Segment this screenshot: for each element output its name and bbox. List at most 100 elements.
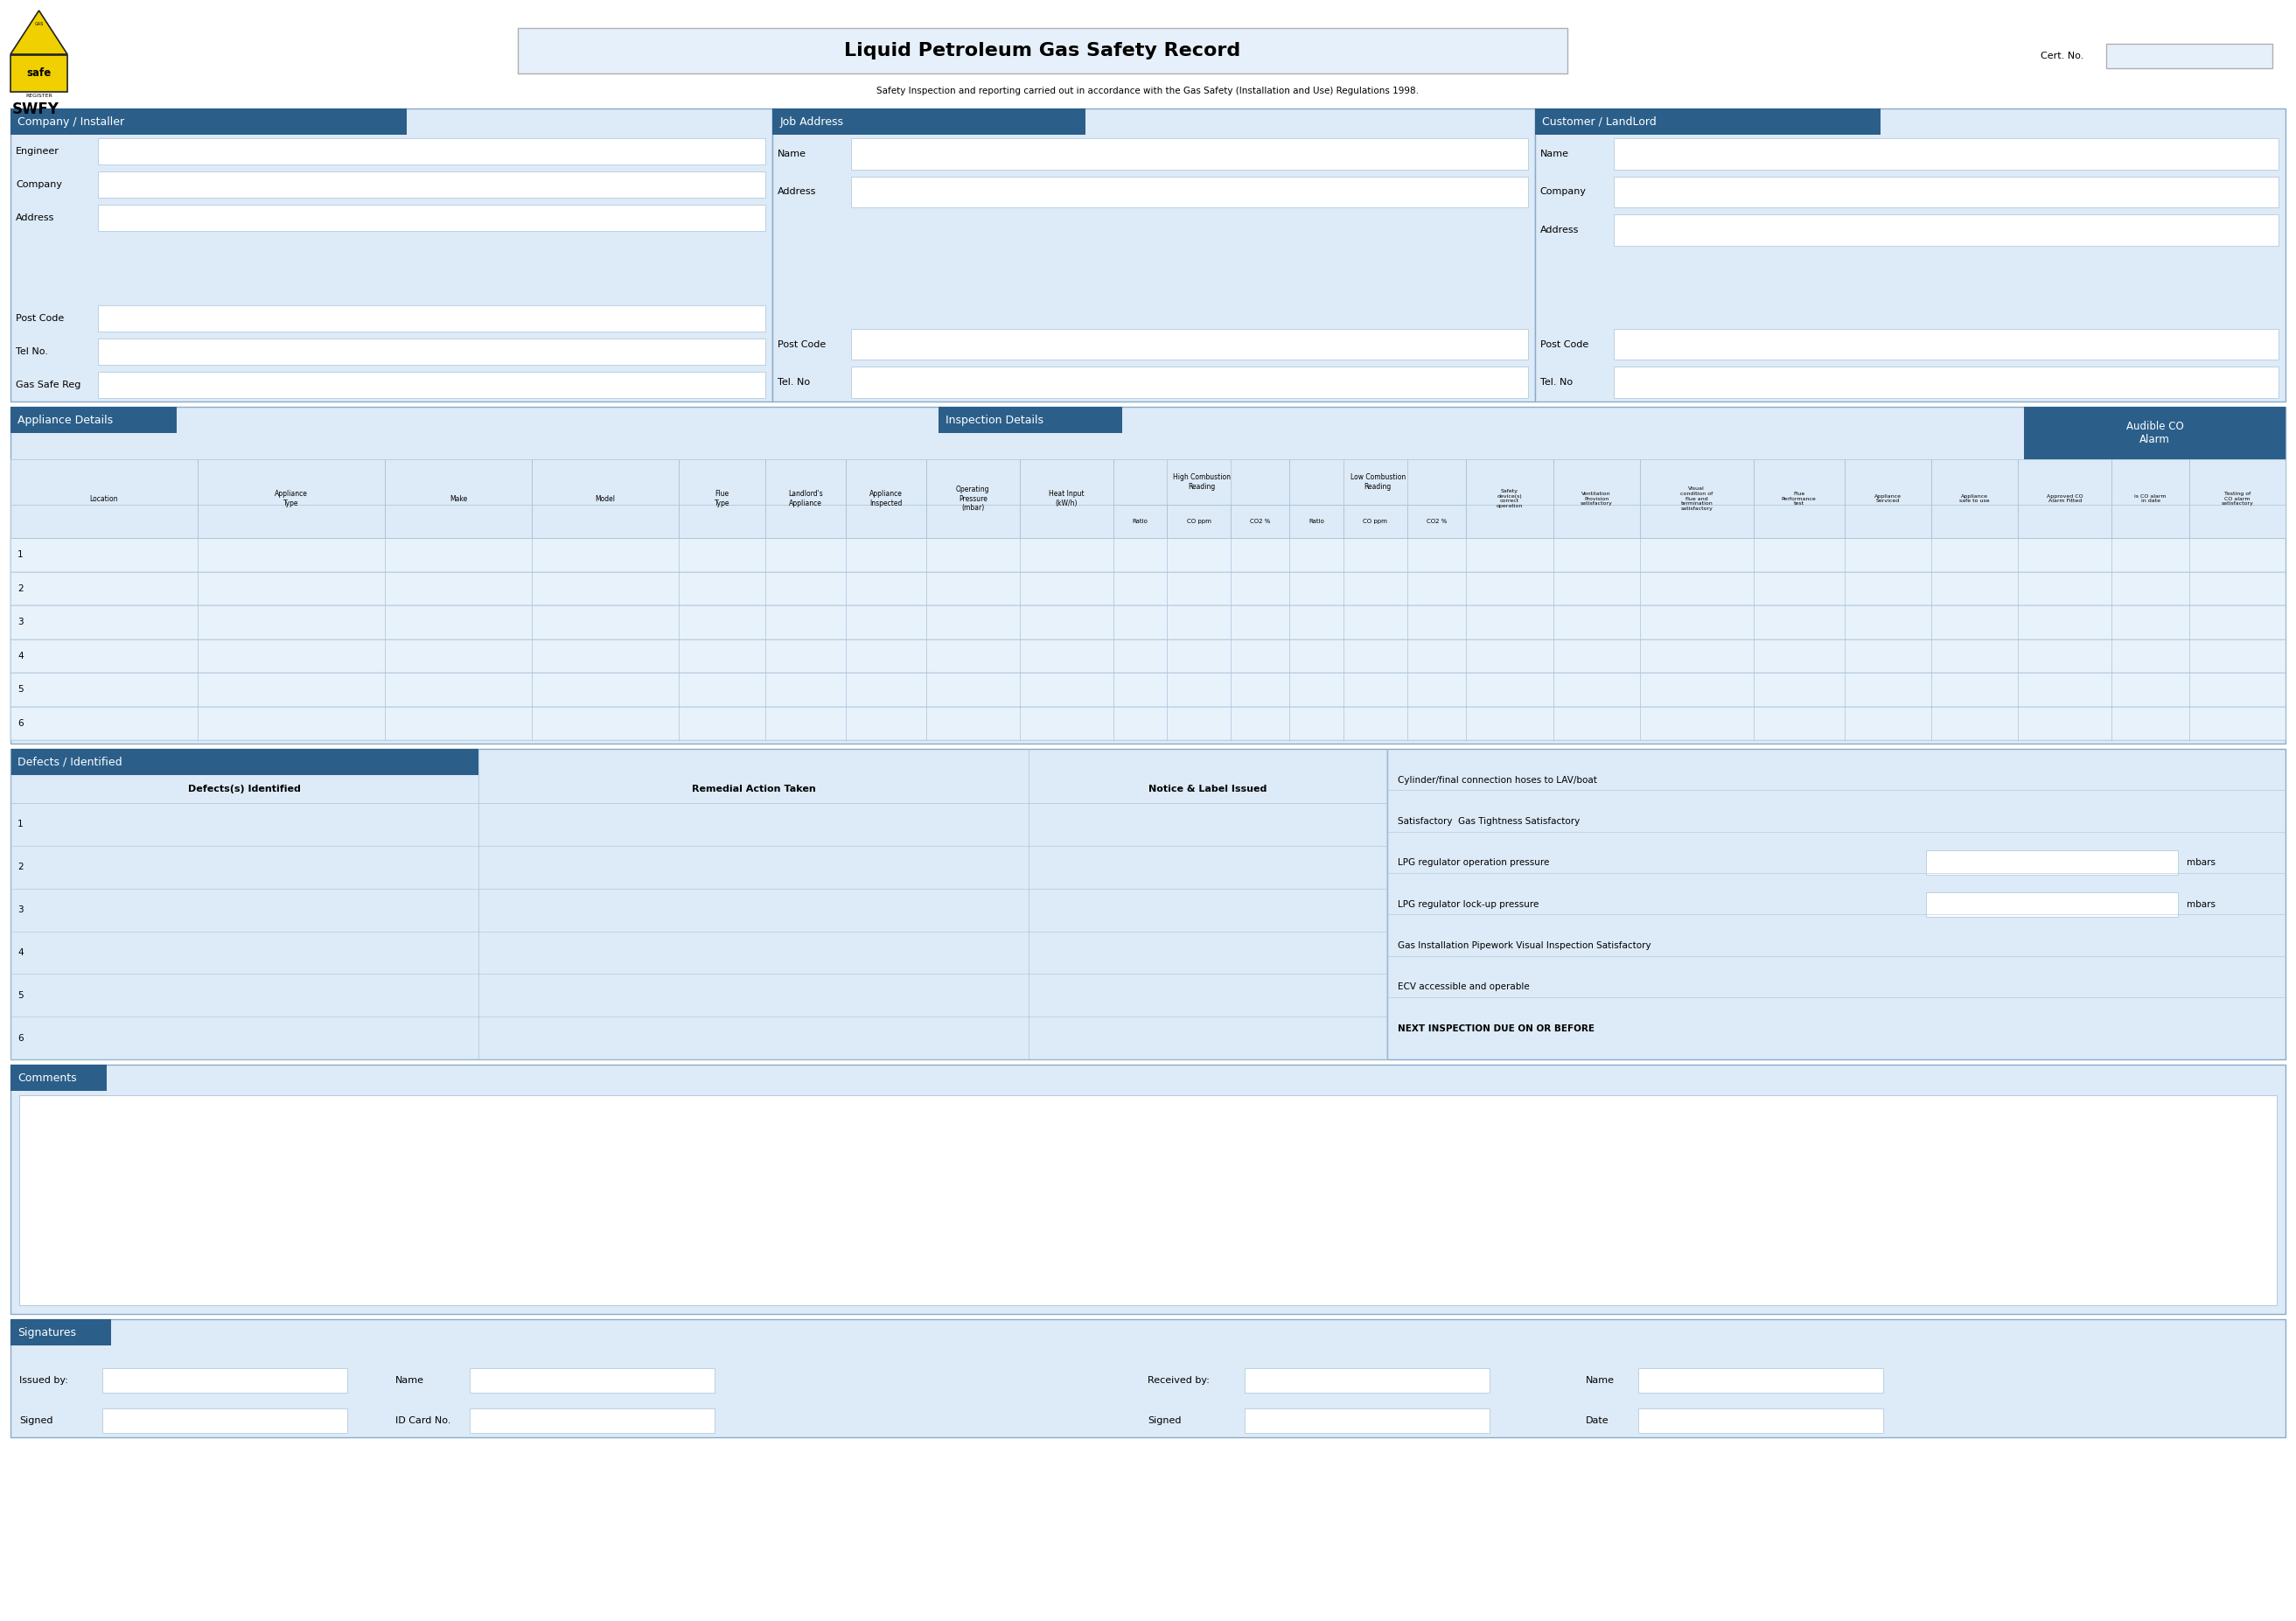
Text: Appliance
Type: Appliance Type [276,490,308,507]
Text: Company: Company [1541,188,1587,196]
Bar [852,177,1527,207]
Text: Post Code: Post Code [16,314,64,323]
Bar [11,1065,2285,1315]
Bar [99,371,765,399]
Text: Satisfactory  Gas Tightness Satisfactory: Satisfactory Gas Tightness Satisfactory [1398,817,1580,825]
Text: Landlord's
Appliance: Landlord's Appliance [788,490,824,507]
Text: 4: 4 [18,948,23,956]
Text: Gas Safe Reg: Gas Safe Reg [16,381,80,389]
Bar [11,572,2285,605]
Text: ECV accessible and operable: ECV accessible and operable [1398,982,1529,992]
Text: NEXT INSPECTION DUE ON OR BEFORE: NEXT INSPECTION DUE ON OR BEFORE [1398,1024,1593,1033]
Bar [1244,1409,1490,1433]
Text: Operating
Pressure
(mbar): Operating Pressure (mbar) [955,486,990,512]
Bar [2023,407,2285,459]
Text: 6: 6 [18,1034,23,1042]
Bar [939,407,1123,433]
Bar [680,459,765,538]
Text: 1: 1 [18,551,23,559]
Text: Appliance
safe to use: Appliance safe to use [1958,494,1991,504]
Bar [1166,504,1231,538]
Bar [1290,459,1467,504]
Bar [2105,44,2273,68]
Bar [1614,366,2278,399]
Bar [1926,851,2177,875]
Text: Address: Address [16,214,55,222]
Bar [1639,459,1754,538]
Bar [11,1065,106,1091]
Text: Audible CO
Alarm: Audible CO Alarm [2126,421,2183,446]
Text: Model: Model [595,494,615,503]
Text: Engineer: Engineer [16,148,60,156]
Bar [11,1319,110,1345]
Bar [1614,177,2278,207]
Bar [1754,459,1844,538]
Text: Heat Input
(kW/h): Heat Input (kW/h) [1049,490,1084,507]
Bar [11,749,478,775]
Bar [99,305,765,331]
Bar [1244,1368,1490,1392]
Bar [18,1096,2278,1305]
Text: 4: 4 [18,652,23,660]
Text: Post Code: Post Code [1541,340,1589,349]
Bar [103,1409,347,1433]
Text: CO2 %: CO2 % [1426,519,1446,524]
Bar [11,538,2285,572]
Text: is CO alarm
in date: is CO alarm in date [2135,494,2167,504]
Text: Cylinder/final connection hoses to LAV/boat: Cylinder/final connection hoses to LAV/b… [1398,775,1596,785]
Bar [11,109,406,135]
Bar [1387,749,2285,1060]
Bar [1552,459,1639,538]
Bar [11,1319,2285,1438]
Polygon shape [11,10,67,53]
Text: ID Card No.: ID Card No. [395,1417,450,1425]
Text: Ventilation
Provision
satisfactory: Ventilation Provision satisfactory [1580,491,1612,506]
Text: REGISTER: REGISTER [25,92,53,97]
Text: Location: Location [90,494,119,503]
Text: CO ppm: CO ppm [1364,519,1387,524]
Bar [1614,138,2278,169]
Bar [99,339,765,365]
Text: Make: Make [450,494,466,503]
Bar [852,366,1527,399]
Bar [11,749,1387,1060]
Bar [11,459,197,538]
Bar [386,459,533,538]
Bar [11,55,67,92]
Bar [471,1368,714,1392]
Bar [1614,329,2278,360]
Bar [774,109,1534,402]
Text: Liquid Petroleum Gas Safety Record: Liquid Petroleum Gas Safety Record [845,42,1240,60]
Text: Customer / LandLord: Customer / LandLord [1541,117,1655,128]
Bar [1614,214,2278,245]
Text: Name: Name [1584,1376,1614,1384]
Bar [11,407,2285,744]
Text: 3: 3 [18,906,23,914]
Text: Defects(s) Identified: Defects(s) Identified [188,785,301,793]
Text: Remedial Action Taken: Remedial Action Taken [691,785,815,793]
Text: CO ppm: CO ppm [1187,519,1210,524]
Bar [99,172,765,198]
Text: Tel. No: Tel. No [1541,378,1573,387]
Bar [774,109,1086,135]
Bar [1534,109,2285,402]
Text: 5: 5 [18,990,23,1000]
Text: 1: 1 [18,820,23,828]
Text: Name: Name [1541,149,1568,159]
Text: Post Code: Post Code [778,340,827,349]
Text: Signatures: Signatures [18,1326,76,1337]
Bar [2190,459,2285,538]
Bar [1019,459,1114,538]
Text: CO2 %: CO2 % [1249,519,1270,524]
Text: Notice & Label Issued: Notice & Label Issued [1148,785,1267,793]
Bar [1926,892,2177,916]
Bar [1637,1409,1883,1433]
Text: safe: safe [28,68,51,79]
Bar [1231,504,1290,538]
Bar [197,459,386,538]
Bar [99,138,765,165]
Text: LPG regulator lock-up pressure: LPG regulator lock-up pressure [1398,900,1538,908]
Bar [1407,504,1467,538]
Text: LPG regulator operation pressure: LPG regulator operation pressure [1398,859,1550,867]
Bar [533,459,680,538]
